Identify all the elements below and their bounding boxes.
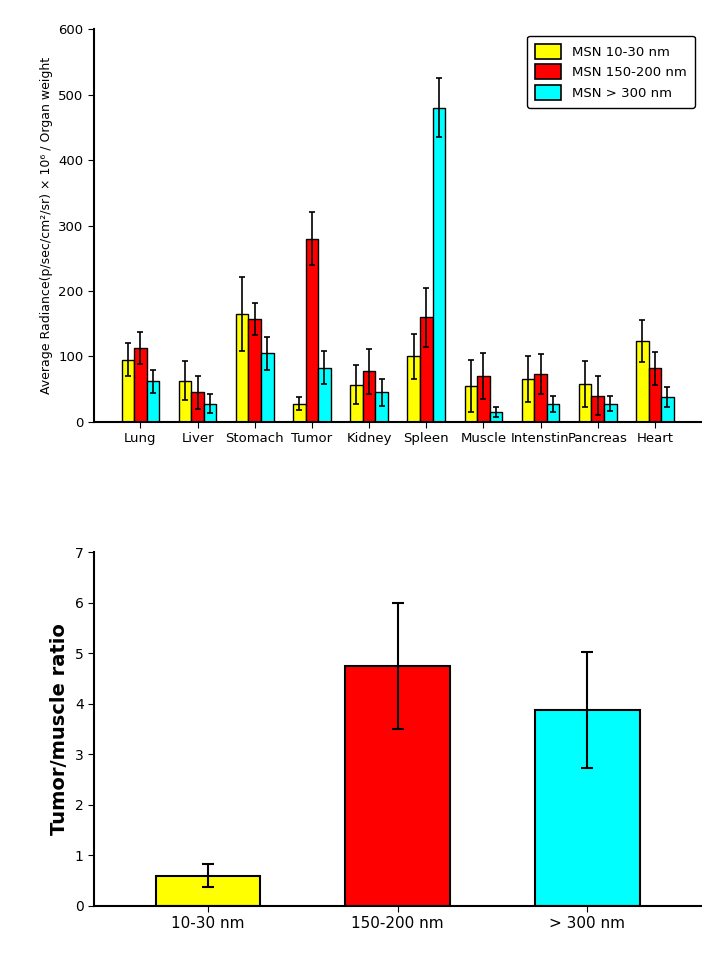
Bar (579, 384, 591, 422)
Bar (179, 381, 192, 422)
Y-axis label: Average Radiance(p/sec/cm²/sr) × 10⁶ / Organ weight: Average Radiance(p/sec/cm²/sr) × 10⁶ / O… (40, 57, 53, 394)
Bar (604, 403, 617, 422)
Bar (661, 397, 674, 422)
Bar (134, 348, 147, 422)
Bar (192, 393, 204, 422)
Bar (363, 371, 375, 422)
Bar (534, 374, 547, 422)
Bar (636, 341, 649, 422)
Bar (432, 108, 445, 422)
Bar (420, 318, 432, 422)
Bar (236, 314, 249, 422)
Bar (407, 356, 420, 422)
Bar (547, 404, 560, 422)
Bar (375, 393, 388, 422)
Bar (346, 666, 450, 906)
Bar (204, 403, 216, 422)
Bar (489, 412, 502, 422)
Bar (464, 386, 477, 422)
Bar (350, 385, 363, 422)
Bar (306, 239, 318, 422)
Bar (477, 376, 489, 422)
Bar (293, 403, 306, 422)
Bar (318, 367, 331, 422)
Bar (121, 359, 134, 422)
Legend: MSN 10-30 nm, MSN 150-200 nm, MSN > 300 nm: MSN 10-30 nm, MSN 150-200 nm, MSN > 300 … (527, 36, 695, 108)
Bar (147, 381, 159, 422)
Bar (522, 379, 534, 422)
Bar (649, 368, 661, 422)
Bar (261, 354, 273, 422)
Bar (535, 710, 640, 906)
Bar (249, 319, 261, 422)
Y-axis label: Tumor/muscle ratio: Tumor/muscle ratio (50, 623, 69, 835)
Bar (155, 876, 260, 906)
Bar (591, 395, 604, 422)
